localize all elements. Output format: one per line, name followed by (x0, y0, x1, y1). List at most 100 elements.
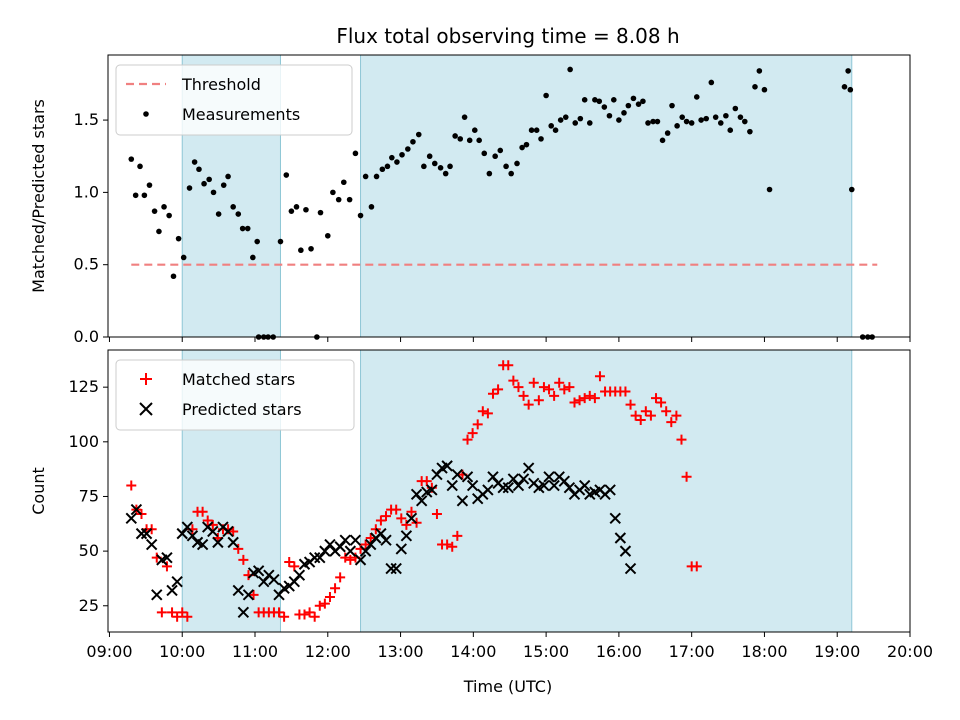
data-point (650, 118, 656, 125)
data-point (661, 406, 672, 417)
data-point (222, 525, 234, 538)
data-point (557, 117, 564, 123)
data-point (581, 97, 588, 103)
data-point (135, 527, 148, 540)
data-point (317, 209, 324, 216)
x-tick-label: 15:00 (523, 642, 569, 661)
data-point (212, 536, 224, 549)
data-point (220, 182, 227, 188)
data-point (586, 120, 593, 126)
data-point (681, 471, 692, 482)
data-point (309, 611, 320, 622)
data-point (493, 384, 504, 395)
data-point (752, 84, 758, 90)
data-point (210, 189, 217, 196)
data-point (324, 538, 336, 551)
data-point (693, 94, 700, 100)
data-point (406, 506, 417, 517)
x-tick-label: 16:00 (596, 642, 642, 661)
data-point (589, 393, 600, 404)
data-point (601, 104, 608, 110)
data-point (362, 173, 369, 180)
data-point (659, 137, 666, 144)
legend-label: Threshold (181, 75, 261, 94)
data-point (379, 166, 386, 173)
data-point (381, 511, 392, 522)
data-point (558, 475, 571, 487)
data-point (544, 384, 555, 395)
data-point (166, 212, 172, 219)
data-point (703, 115, 710, 122)
data-point (319, 545, 331, 557)
data-point (549, 390, 560, 401)
data-point (242, 589, 255, 601)
data-point (513, 382, 524, 393)
data-point (140, 527, 153, 540)
data-point (461, 114, 468, 120)
data-point (186, 530, 199, 542)
data-point (232, 584, 244, 597)
data-point (562, 114, 569, 120)
data-point (244, 225, 251, 232)
x-tick-label: 17:00 (669, 642, 715, 661)
data-point (640, 406, 651, 417)
data-point (482, 408, 493, 419)
data-point (766, 186, 773, 193)
data-point (567, 66, 573, 73)
data-point (503, 163, 509, 170)
legend-box (115, 359, 355, 431)
data-point (426, 153, 433, 160)
data-point (538, 382, 549, 393)
legend-label: Measurements (182, 105, 300, 124)
data-point (619, 545, 632, 557)
data-point (279, 611, 290, 622)
data-point (161, 204, 167, 210)
data-point (225, 173, 231, 180)
data-point (447, 163, 453, 170)
data-point (635, 414, 646, 425)
data-point (528, 127, 535, 133)
data-point (645, 410, 656, 421)
x-tick-label: 14:00 (450, 642, 496, 661)
count-series-1 (125, 460, 637, 619)
data-point (481, 150, 488, 157)
data-point (508, 375, 519, 386)
data-point (308, 245, 314, 252)
data-point (357, 212, 364, 219)
data-point (349, 534, 362, 546)
data-point (421, 476, 432, 487)
data-point (346, 196, 353, 203)
data-point (732, 105, 739, 112)
data-point (394, 159, 400, 165)
data-point (466, 137, 473, 144)
data-point (679, 114, 686, 120)
data-point (472, 419, 483, 430)
data-point (848, 186, 855, 193)
data-point (227, 536, 239, 549)
x-tick-label: 18:00 (741, 642, 787, 661)
data-point (554, 377, 565, 388)
x-tick-label: 13:00 (378, 642, 424, 661)
data-point (756, 68, 763, 74)
data-point (437, 165, 444, 171)
x-axis-label: Time (UTC) (463, 677, 552, 696)
data-point (664, 130, 671, 136)
data-point (552, 127, 559, 133)
data-point (274, 607, 285, 618)
data-point (592, 97, 598, 103)
data-point (723, 112, 729, 119)
chart-title: Flux total observing time = 8.08 h (336, 24, 679, 48)
data-point (512, 479, 525, 492)
data-point (497, 147, 504, 154)
data-point (446, 479, 458, 492)
data-point (181, 521, 194, 533)
data-point (298, 247, 304, 254)
data-point (360, 539, 371, 550)
data-point (390, 562, 402, 575)
data-point (578, 479, 591, 492)
data-point (191, 159, 198, 165)
data-point (206, 176, 212, 183)
data-point (452, 530, 463, 541)
data-point (196, 538, 209, 551)
data-point (503, 360, 514, 371)
